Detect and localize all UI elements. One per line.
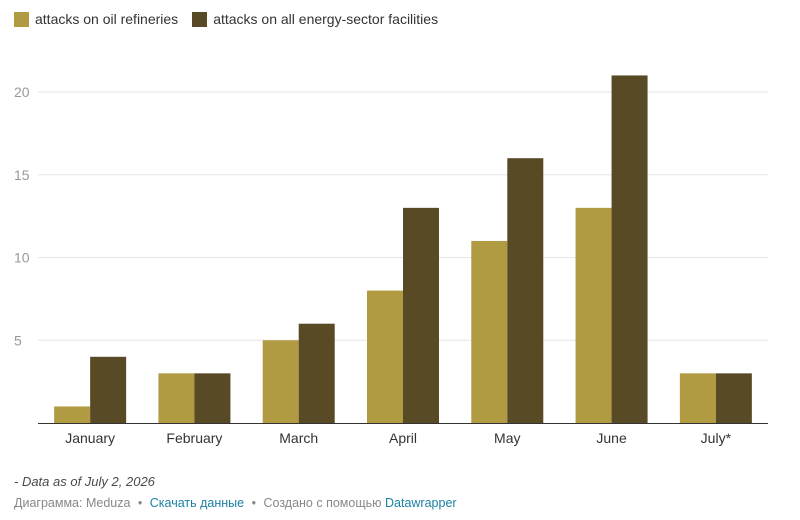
data-note: - Data as of July 2, 2026	[14, 474, 155, 489]
bar-oil-refineries	[158, 373, 195, 423]
x-tick-label: May	[494, 430, 520, 446]
x-tick-label: June	[596, 430, 627, 446]
x-tick-label: July*	[701, 430, 732, 446]
legend-item-oil-refineries: attacks on oil refineries	[14, 11, 178, 27]
bar-oil-refineries	[575, 207, 612, 423]
bar-energy-facilities	[403, 207, 439, 423]
download-data-link[interactable]: Скачать данные	[149, 496, 245, 510]
bar-energy-facilities	[715, 373, 752, 423]
bar-oil-refineries	[54, 406, 91, 423]
bar-energy-facilities	[90, 356, 127, 423]
bar-energy-facilities	[194, 373, 231, 423]
legend-item-energy-facilities: attacks on all energy-sector facilities	[192, 11, 438, 27]
x-tick-label: March	[279, 430, 318, 446]
footer-source: Диаграмма: Meduza	[14, 496, 131, 510]
footer-separator: •	[251, 496, 256, 510]
legend-label-energy-facilities: attacks on all energy-sector facilities	[213, 11, 439, 27]
bar-oil-refineries	[262, 340, 299, 423]
datawrapper-link[interactable]: Datawrapper	[385, 496, 457, 510]
legend-swatch-energy-facilities	[192, 11, 208, 27]
y-tick-label: 10	[14, 250, 30, 266]
x-tick-label: April	[389, 430, 417, 446]
y-tick-label: 15	[14, 167, 30, 183]
chart-footer: Диаграмма: Meduza • Скачать данные • Соз…	[14, 496, 457, 510]
legend-label-oil-refineries: attacks on oil refineries	[35, 11, 179, 27]
bar-energy-facilities	[298, 323, 335, 423]
x-tick-label: January	[65, 430, 115, 446]
footer-separator: •	[137, 496, 143, 510]
bar-oil-refineries	[367, 290, 403, 423]
legend-swatch-oil-refineries	[14, 11, 29, 27]
y-tick-label: 20	[14, 84, 30, 100]
chart-plot-area: 5 10 15 20 January February March April May June J…	[14, 75, 768, 446]
legend: attacks on oil refineries attacks on all…	[14, 11, 438, 27]
footer-created-with: Создано с помощью	[263, 496, 382, 510]
x-tick-label: February	[166, 430, 222, 446]
bar-energy-facilities	[611, 75, 648, 423]
y-tick-label: 5	[14, 332, 22, 348]
bar-oil-refineries	[679, 373, 716, 423]
bar-energy-facilities	[507, 158, 544, 423]
bar-oil-refineries	[471, 240, 508, 423]
